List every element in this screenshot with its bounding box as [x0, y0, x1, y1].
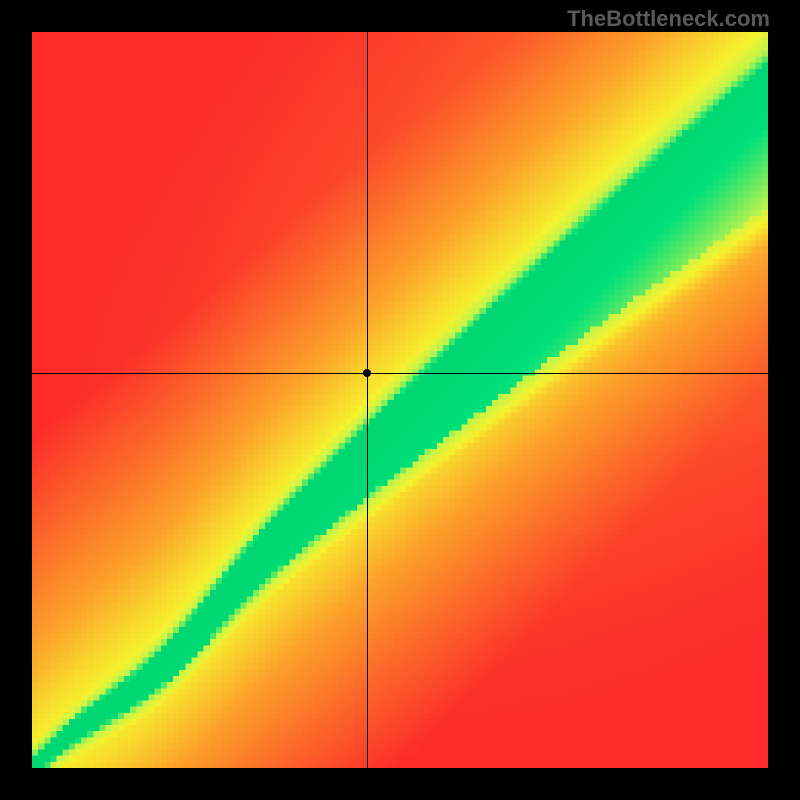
- watermark-text: TheBottleneck.com: [567, 6, 770, 32]
- crosshair-horizontal: [32, 373, 768, 374]
- crosshair-marker: [363, 369, 371, 377]
- heatmap-canvas: [32, 32, 768, 768]
- heatmap-plot: [32, 32, 768, 768]
- crosshair-vertical: [367, 32, 368, 768]
